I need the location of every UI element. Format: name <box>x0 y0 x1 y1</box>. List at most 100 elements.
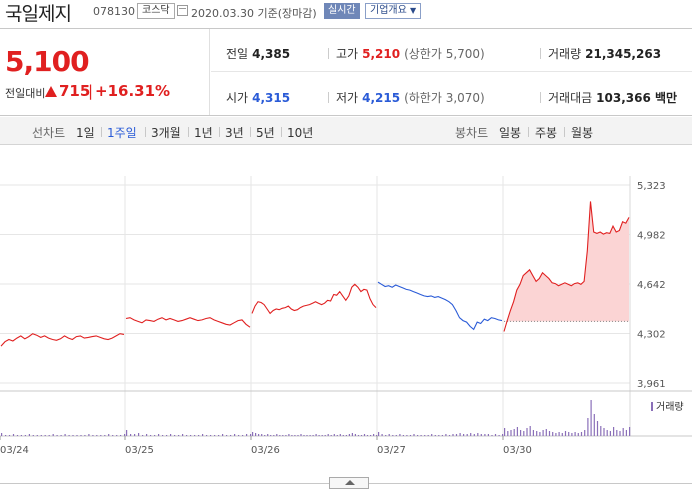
volume-bar <box>138 433 140 436</box>
volume-bar <box>246 434 248 436</box>
volume-bar <box>126 430 128 436</box>
volume-bar <box>424 435 426 436</box>
volume-bar <box>252 432 254 436</box>
volume-bar <box>318 435 320 436</box>
volume-bar <box>438 435 440 436</box>
period-5y[interactable]: 5년 <box>256 126 275 140</box>
volume-bar <box>206 435 208 436</box>
toolbar-divider <box>250 127 251 137</box>
volume-bar <box>413 434 415 436</box>
period-1d[interactable]: 1일 <box>76 126 95 140</box>
volume-bar <box>28 434 30 436</box>
volume-bar <box>294 435 296 436</box>
volume-bar <box>498 435 500 436</box>
price-chart[interactable]: 5,323 4,982 4,642 4,302 3,961 거래량 03/24 03/25 03… <box>0 146 692 492</box>
volume-bar <box>150 435 152 436</box>
price-line-03-30 <box>503 201 630 332</box>
volume-bar <box>158 434 160 436</box>
price-chart-svg: 5,323 4,982 4,642 4,302 3,961 거래량 03/24 03/25 03… <box>0 176 692 456</box>
chart-collapse-button[interactable] <box>329 477 369 489</box>
volume-legend: 거래량 <box>656 401 684 413</box>
realtime-button[interactable]: 실시간 <box>324 3 360 19</box>
up-triangle-icon <box>45 86 57 97</box>
volume-bar <box>336 435 338 436</box>
volume-bar <box>210 435 212 436</box>
candle-monthly[interactable]: 월봉 <box>571 126 594 140</box>
volume-bar <box>306 435 308 436</box>
volume-bar <box>363 434 366 436</box>
volume-bar <box>124 434 126 436</box>
prev-close-cell: 전일 4,385 <box>226 45 290 62</box>
company-info-button[interactable]: 기업개요 ▼ <box>365 3 422 19</box>
chart-period-toolbar: 선차트 1일 1주일 3개월 1년 3년 5년 10년 봉차트 일봉 주봉 월봉 <box>0 117 692 145</box>
volume-bar <box>52 434 54 436</box>
volume-bar <box>526 428 528 436</box>
volume-bar <box>561 433 563 436</box>
volume-bar <box>622 428 624 436</box>
price-line-03-25 <box>125 317 251 328</box>
volume-bar <box>376 435 378 436</box>
volume-bar <box>345 435 347 436</box>
volume-bar <box>60 435 62 436</box>
volume-bar <box>357 435 360 436</box>
toolbar-divider <box>145 127 146 137</box>
volume-bar <box>238 435 240 436</box>
volume-label: 거래량 <box>548 47 582 61</box>
volume-bar <box>12 434 15 436</box>
period-1y[interactable]: 1년 <box>194 126 213 140</box>
amount-cell: 거래대금 103,366 백만 <box>540 89 677 106</box>
y-tick-label: 4,642 <box>637 280 666 291</box>
toolbar-divider <box>528 127 529 137</box>
volume-bar <box>587 418 589 436</box>
volume-bar <box>545 429 547 436</box>
upper-limit: (상한가 5,700) <box>404 47 485 61</box>
volume-bar <box>130 434 132 436</box>
line-chart-label: 선차트 <box>32 126 66 140</box>
volume-bar <box>218 435 220 436</box>
volume-bar <box>255 433 257 436</box>
x-tick-label: 03/25 <box>125 445 154 456</box>
volume-bar <box>487 434 489 436</box>
volume-bar <box>395 435 397 436</box>
volume-bar <box>571 433 573 436</box>
volume-bar <box>564 431 567 436</box>
amount-label: 거래대금 <box>548 91 593 105</box>
price-area-fill <box>504 201 629 322</box>
volume-bar <box>214 435 216 436</box>
volume-bar <box>513 429 515 436</box>
volume-bar <box>613 427 615 436</box>
period-3y[interactable]: 3년 <box>225 126 244 140</box>
toolbar-divider <box>101 127 102 137</box>
volume-bar <box>494 434 497 436</box>
candle-daily[interactable]: 일봉 <box>499 126 522 140</box>
toolbar-divider <box>281 127 282 137</box>
volume-bar <box>441 435 443 436</box>
volume-bar <box>484 434 486 436</box>
volume-bar <box>270 435 272 436</box>
volume-bar <box>606 430 608 436</box>
cell-divider <box>328 48 329 59</box>
lower-limit: (하한가 3,070) <box>404 91 485 105</box>
volume-bar <box>285 435 287 436</box>
volume-bar <box>5 435 7 436</box>
volume-bar <box>120 435 122 436</box>
low-value: 4,215 <box>362 91 401 105</box>
volume-bar <box>625 430 627 436</box>
volume-bar <box>510 430 512 436</box>
lower-limit-label: (하한가 <box>404 91 442 105</box>
volume-bar <box>455 434 458 436</box>
volume-bar <box>536 431 538 436</box>
volume-bar <box>315 434 317 436</box>
prev-close-value: 4,385 <box>252 47 291 61</box>
volume-bar <box>76 435 78 436</box>
period-3m[interactable]: 3개월 <box>151 126 181 140</box>
period-1w[interactable]: 1주일 <box>107 126 137 140</box>
volume-bar <box>590 400 592 436</box>
period-10y[interactable]: 10년 <box>287 126 314 140</box>
volume-bar <box>609 431 611 436</box>
volume-bar <box>360 435 363 436</box>
toolbar-divider <box>188 127 189 137</box>
volume-bar <box>32 435 34 436</box>
candle-weekly[interactable]: 주봉 <box>535 126 558 140</box>
volume-bar <box>584 430 586 436</box>
